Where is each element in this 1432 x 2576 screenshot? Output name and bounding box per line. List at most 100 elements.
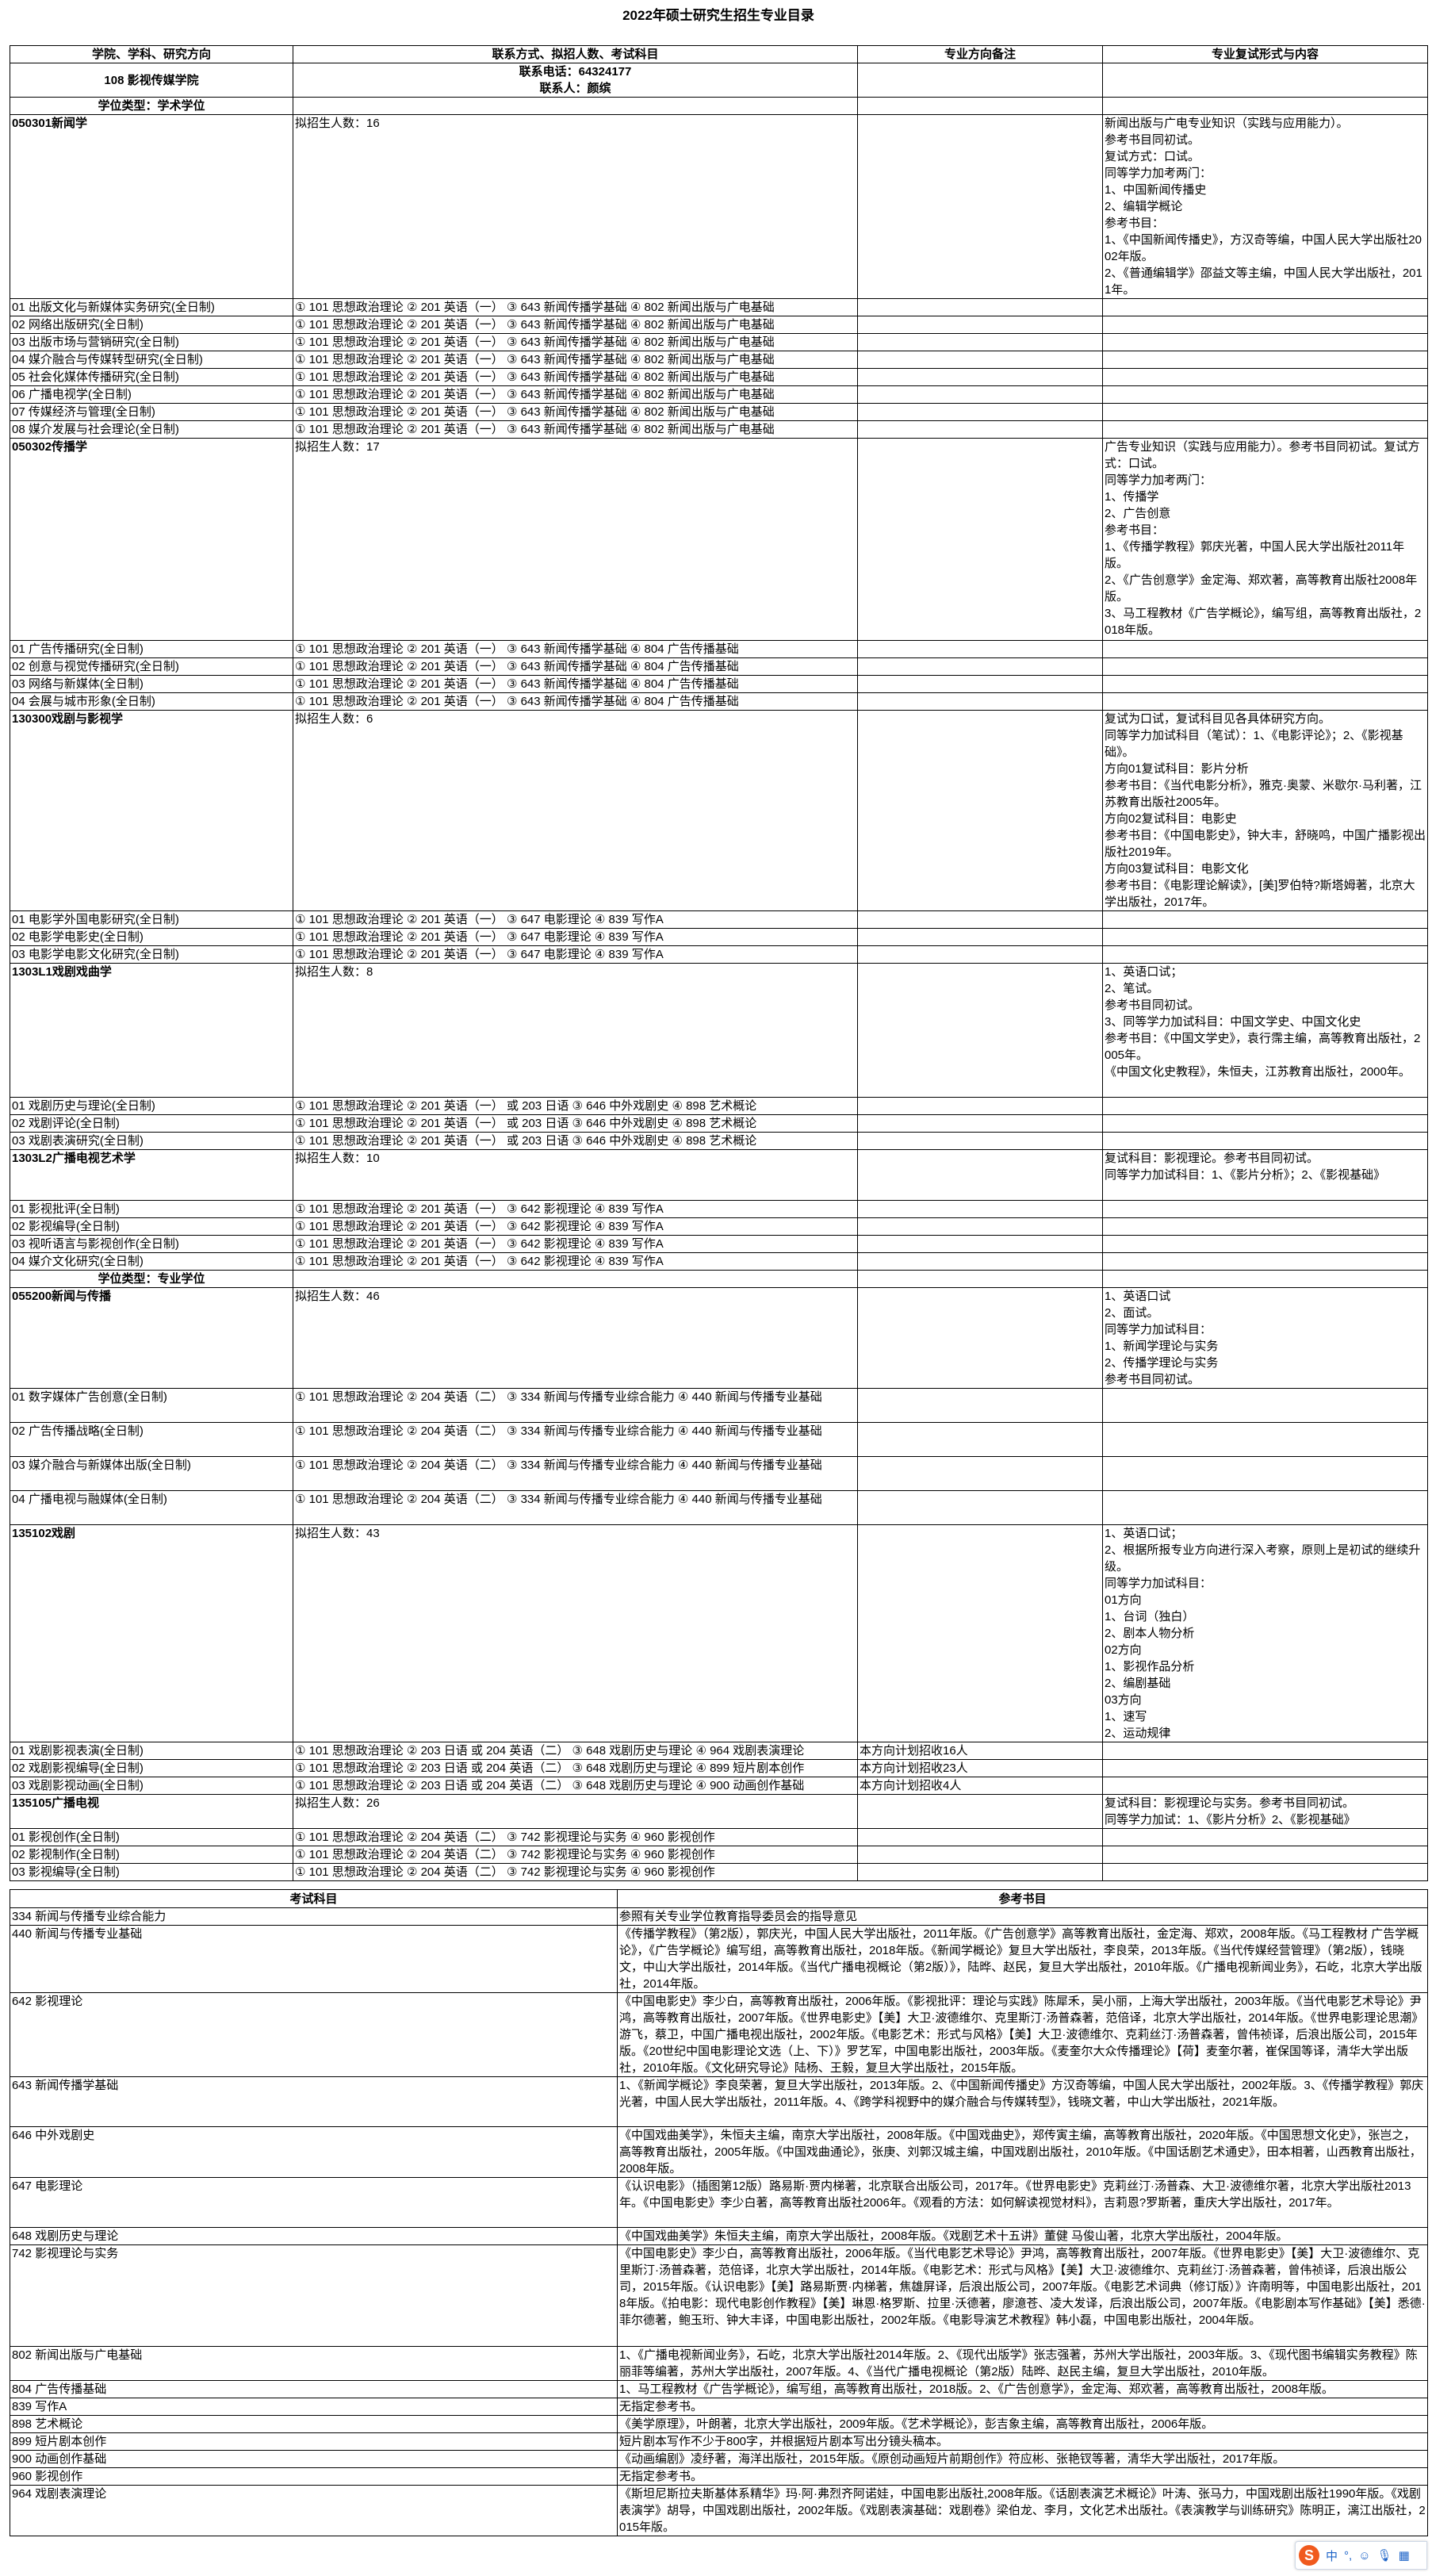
reference-books: 1、《广播电视新闻业务》，石屹，北京大学出版社2014年版。2、《现代出版学》张…: [617, 2346, 1428, 2381]
direction-name: 03 视听语言与影视创作(全日制): [10, 1235, 293, 1253]
enrollment-quota: 拟招生人数：46: [293, 1287, 858, 1389]
empty-cell: [1102, 97, 1428, 115]
direction-note: [857, 1422, 1103, 1457]
empty-cell: [857, 438, 1103, 641]
direction-name: 01 广告传播研究(全日制): [10, 640, 293, 658]
empty-cell: [857, 1794, 1103, 1829]
direction-note: [857, 910, 1103, 929]
major-row: 135105广播电视 拟招生人数：26 复试科目：影视理论与实务。参考书目同初试。 …: [10, 1794, 1428, 1829]
direction-row: 02 广告传播战略(全日制) ① 101 思想政治理论 ② 204 英语（二） ③…: [10, 1422, 1428, 1457]
keyboard-icon[interactable]: ▦: [1398, 2549, 1410, 2563]
empty-cell: [1102, 403, 1428, 421]
reference-row: 960 影视创作 无指定参考书。: [10, 2467, 1428, 2486]
empty-cell: [1102, 1846, 1428, 1864]
empty-cell: [1102, 1742, 1428, 1760]
reference-row: 742 影视理论与实务 《中国电影史》李少白，高等教育出版社，2006年版。《当代…: [10, 2244, 1428, 2347]
empty-cell: [293, 97, 858, 115]
empty-cell: [1102, 368, 1428, 386]
reference-row: 964 戏剧表演理论 《斯坦尼斯拉夫斯基体系精华》玛·阿·弗烈齐阿诺娃，中国电影出…: [10, 2485, 1428, 2536]
exam-subjects: ① 101 思想政治理论 ② 201 英语（一） ③ 643 新闻传播学基础 ④…: [293, 333, 858, 351]
exam-subjects: ① 101 思想政治理论 ② 201 英语（一） ③ 643 新闻传播学基础 ④…: [293, 368, 858, 386]
reference-books: 《中国戏曲美学》，朱恒夫主编，南京大学出版社，2008年版。《中国戏曲史》，郑传…: [617, 2126, 1428, 2178]
empty-cell: [1102, 333, 1428, 351]
empty-cell: [857, 1524, 1103, 1742]
direction-note: [857, 1863, 1103, 1881]
exam-subjects: ① 101 思想政治理论 ② 201 英语（一） ③ 643 新闻传播学基础 ④…: [293, 351, 858, 369]
direction-note: [857, 1490, 1103, 1525]
exam-subject: 964 戏剧表演理论: [10, 2485, 618, 2536]
empty-cell: [857, 1270, 1103, 1288]
direction-note: [857, 385, 1103, 404]
header-subject: 考试科目: [10, 1889, 618, 1908]
direction-note: 本方向计划招收16人: [857, 1742, 1103, 1760]
page-title: 2022年硕士研究生招生专业目录: [622, 8, 814, 23]
direction-row: 01 戏剧影视表演(全日制) ① 101 思想政治理论 ② 203 日语 或 20…: [10, 1742, 1428, 1760]
exam-subjects: ① 101 思想政治理论 ② 203 日语 或 204 英语（二） ③ 648 …: [293, 1742, 858, 1760]
exam-subject: 898 艺术概论: [10, 2415, 618, 2433]
exam-subject: 742 影视理论与实务: [10, 2244, 618, 2347]
empty-cell: [1102, 1777, 1428, 1795]
direction-name: 04 广播电视与融媒体(全日制): [10, 1490, 293, 1525]
direction-name: 01 电影学外国电影研究(全日制): [10, 910, 293, 929]
direction-row: 02 戏剧评论(全日制) ① 101 思想政治理论 ② 201 英语（一） 或 2…: [10, 1114, 1428, 1133]
direction-name: 01 影视批评(全日制): [10, 1200, 293, 1218]
empty-cell: [857, 114, 1103, 299]
reference-books: 《传播学教程》（第2版），郭庆光，中国人民大学出版社，2011年版。《广告创意学…: [617, 1925, 1428, 1993]
major-name: 135105广播电视: [10, 1794, 293, 1829]
direction-note: [857, 692, 1103, 711]
exam-subject: 646 中外戏剧史: [10, 2126, 618, 2178]
empty-cell: [1102, 692, 1428, 711]
exam-subject: 960 影视创作: [10, 2467, 618, 2486]
college-contact: 联系电话：64324177 联系人：颜缤: [293, 63, 858, 98]
empty-cell: [1102, 640, 1428, 658]
direction-name: 06 广播电视学(全日制): [10, 385, 293, 404]
empty-cell: [1102, 1200, 1428, 1218]
reference-books: 《中国戏曲美学》朱恒夫主编，南京大学出版社，2008年版。《戏剧艺术十五讲》董健…: [617, 2227, 1428, 2245]
direction-note: [857, 1828, 1103, 1846]
direction-name: 01 影视创作(全日制): [10, 1828, 293, 1846]
direction-note: [857, 1132, 1103, 1150]
reference-books: 《斯坦尼斯拉夫斯基体系精华》玛·阿·弗烈齐阿诺娃，中国电影出版社,2008年版。…: [617, 2485, 1428, 2536]
emoji-icon[interactable]: ☺: [1358, 2548, 1371, 2563]
exam-subjects: ① 101 思想政治理论 ② 201 英语（一） ③ 642 影视理论 ④ 83…: [293, 1217, 858, 1236]
reference-row: 804 广告传播基础 1、马工程教材《广告学概论》，编写组，高等教育出版社，201…: [10, 2380, 1428, 2398]
exam-subjects: ① 101 思想政治理论 ② 201 英语（一） ③ 643 新闻传播学基础 ④…: [293, 692, 858, 711]
empty-cell: [857, 1149, 1103, 1201]
exam-subjects: ① 101 思想政治理论 ② 204 英语（二） ③ 742 影视理论与实务 ④…: [293, 1846, 858, 1864]
empty-cell: [1102, 928, 1428, 946]
reference-row: 839 写作A 无指定参考书。: [10, 2398, 1428, 2416]
direction-note: [857, 1252, 1103, 1271]
ime-mode-toggle[interactable]: 中: [1326, 2549, 1338, 2563]
exam-subjects: ① 101 思想政治理论 ② 204 英语（二） ③ 334 新闻与传播专业综合…: [293, 1490, 858, 1525]
direction-note: [857, 945, 1103, 964]
direction-note: [857, 1200, 1103, 1218]
direction-row: 01 戏剧历史与理论(全日制) ① 101 思想政治理论 ② 201 英语（一） …: [10, 1097, 1428, 1115]
exam-subjects: ① 101 思想政治理论 ② 201 英语（一） ③ 643 新闻传播学基础 ④…: [293, 640, 858, 658]
direction-note: 本方向计划招收23人: [857, 1759, 1103, 1777]
reference-books: 《动画编剧》凌纾著，海洋出版社，2015年版。《原创动画短片前期创作》符应彬、张…: [617, 2450, 1428, 2468]
reference-books: 《认识电影》（插图第12版）路易斯·贾内梯著，北京联合出版公司，2017年。《世…: [617, 2177, 1428, 2228]
microphone-icon[interactable]: 🎙: [1376, 2549, 1392, 2563]
empty-cell: [1102, 1217, 1428, 1236]
direction-name: 02 戏剧影视编导(全日制): [10, 1759, 293, 1777]
reference-books: 短片剧本写作不少于800字，并根据短片剧本写出分镜头稿本。: [617, 2432, 1428, 2451]
major-name: 1303L2广播电视艺术学: [10, 1149, 293, 1201]
direction-row: 04 媒介融合与传媒转型研究(全日制) ① 101 思想政治理论 ② 201 英语…: [10, 351, 1428, 369]
direction-row: 01 电影学外国电影研究(全日制) ① 101 思想政治理论 ② 201 英语（一…: [10, 910, 1428, 929]
direction-note: 本方向计划招收4人: [857, 1777, 1103, 1795]
ime-punct-toggle[interactable]: °,: [1344, 2548, 1353, 2563]
direction-name: 03 媒介融合与新媒体出版(全日制): [10, 1456, 293, 1491]
exam-subjects: ① 101 思想政治理论 ② 201 英语（一） ③ 642 影视理论 ④ 83…: [293, 1200, 858, 1218]
reference-row: 642 影视理论 《中国电影史》李少白，高等教育出版社，2006年版。《影视批评：…: [10, 1992, 1428, 2077]
reference-books: 1、马工程教材《广告学概论》，编写组，高等教育出版社，2018版。2、《广告创意…: [617, 2380, 1428, 2398]
empty-cell: [1102, 1456, 1428, 1491]
ime-toolbar[interactable]: S 中 °, ☺ 🎙 ▦: [1295, 2541, 1427, 2570]
exam-subjects: ① 101 思想政治理论 ② 201 英语（一） ③ 643 新闻传播学基础 ④…: [293, 385, 858, 404]
direction-name: 03 网络与新媒体(全日制): [10, 675, 293, 693]
major-name: 1303L1戏剧戏曲学: [10, 963, 293, 1098]
direction-name: 07 传媒经济与管理(全日制): [10, 403, 293, 421]
direction-row: 03 网络与新媒体(全日制) ① 101 思想政治理论 ② 201 英语（一） ③…: [10, 675, 1428, 693]
direction-name: 03 影视编导(全日制): [10, 1863, 293, 1881]
table-header-row: 学院、学科、研究方向 联系方式、拟招人数、考试科目 专业方向备注 专业复试形式与…: [10, 45, 1428, 63]
direction-note: [857, 928, 1103, 946]
